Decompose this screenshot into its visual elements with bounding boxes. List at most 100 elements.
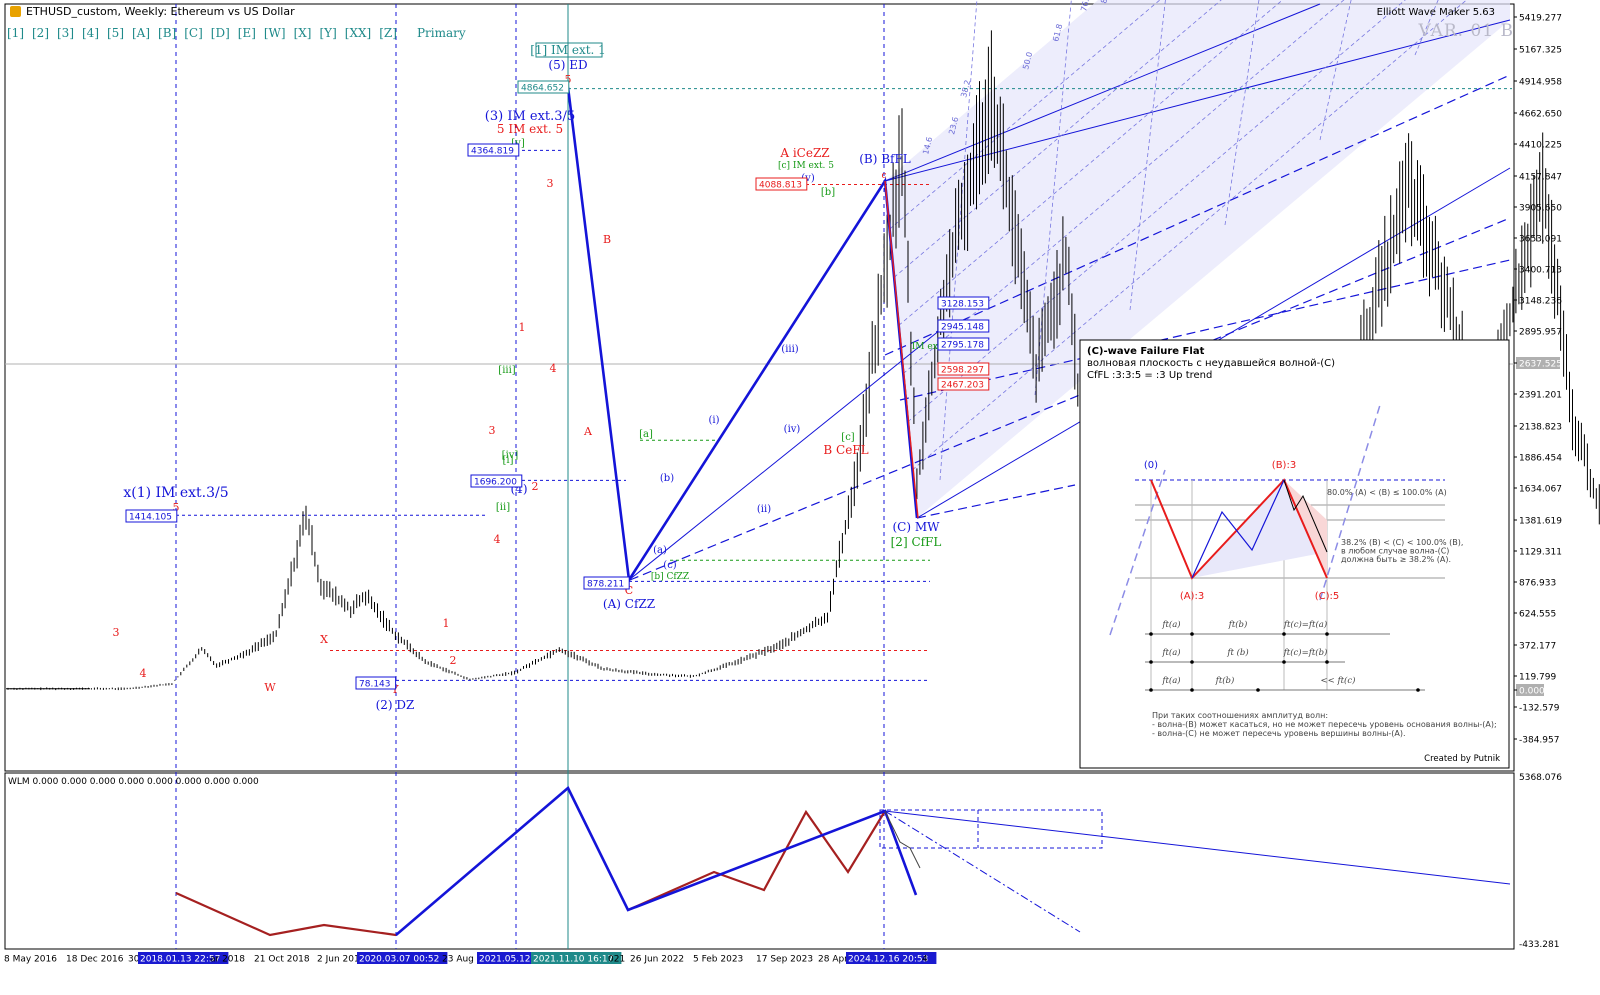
price-box-4 — [583, 576, 630, 590]
osc-signal — [884, 810, 921, 869]
wave-label-12: (C) MW — [893, 520, 941, 534]
y-tick-1: 5167.325 — [1519, 46, 1562, 56]
wave-label-1: (3) IM ext.3/5 — [485, 109, 575, 124]
degree-button-0[interactable]: [1] — [7, 26, 24, 40]
degree-button-8[interactable]: [D] — [210, 26, 230, 40]
x-tick-0: 8 May 2016 — [4, 955, 57, 965]
osc-line-red-2 — [627, 809, 886, 912]
wave-label-8: A iCeZZ — [779, 146, 829, 160]
wave-label-16: 3 — [113, 626, 120, 639]
wave-label-22: 1 — [443, 617, 450, 630]
panel-area-1 — [1192, 480, 1327, 578]
osc-y-tick-1: -433.281 — [1519, 940, 1559, 950]
price-box-text-0: 1414.105 — [129, 513, 172, 523]
y-tick-16: 1381.619 — [1519, 517, 1562, 527]
degree-button-3[interactable]: [4] — [82, 26, 99, 40]
time-row-1-2: ft(c)=ft(b) — [1283, 647, 1328, 658]
wave-label-37: [b] — [821, 187, 835, 198]
price-box-2 — [517, 80, 570, 94]
degree-button-2[interactable]: [3] — [57, 26, 74, 40]
wave-label-42: [iv] — [502, 450, 519, 461]
x-tick-6: 2 Jun 201 — [317, 955, 360, 965]
wave-label-15: [b] CfZZ — [651, 572, 689, 582]
panel-credit: Created by Putnik — [1424, 754, 1500, 764]
channel-line-2 — [884, 19, 1511, 182]
price-box-9 — [937, 337, 990, 351]
osc-box — [879, 809, 1103, 849]
degree-button-4[interactable]: [5] — [107, 26, 124, 40]
osc-projection-1 — [884, 810, 1511, 885]
panel-point-1: (B):3 — [1272, 460, 1296, 471]
degree-button-1[interactable]: [2] — [32, 26, 49, 40]
projection-line-2 — [899, 259, 1511, 401]
y-tick-24: -384.957 — [1519, 736, 1559, 746]
panel-red-zigzag — [1150, 478, 1328, 580]
wave-label-2: 5 IM ext. 5 — [497, 122, 563, 136]
degree-button-15[interactable]: Primary — [416, 26, 466, 40]
panel-trend-left — [1109, 469, 1166, 636]
y-tick-8: 3400.713 — [1519, 266, 1562, 276]
panel-note-2: - волна-(С) не может пересечь уровень ве… — [1152, 729, 1406, 738]
wave-label-11: B CeFL — [823, 443, 868, 457]
wave-label-41: [iii] — [498, 365, 515, 376]
wave-label-29: (ii) — [757, 504, 771, 515]
wave-label-14: IM ext. — [912, 342, 945, 352]
fan-label-0: 14.6 — [921, 136, 934, 155]
channel-line-0 — [884, 3, 1321, 182]
x-tag-10 — [531, 952, 622, 964]
y-tick-5: 4157.847 — [1519, 173, 1562, 183]
wave-label-23: 2 — [450, 654, 457, 667]
y-tick-4: 4410.225 — [1519, 141, 1562, 151]
price-box-text-5: 78.143 — [359, 680, 391, 690]
price-box-1 — [467, 143, 520, 157]
price-box-10 — [937, 362, 990, 376]
x-tick-5: 21 Oct 2018 — [254, 955, 310, 965]
wave-label-24: B — [603, 233, 611, 246]
wave-label-35: (c) — [663, 560, 677, 571]
wave-label-17: 4 — [140, 667, 147, 680]
wave-label-7: (A) CfZZ — [603, 597, 655, 611]
wave-label-33: (a) — [653, 545, 667, 556]
wave-label-5: (2) DZ — [376, 698, 415, 712]
panel-ratio-c-2: должна быть ≥ 38.2% (A). — [1341, 555, 1451, 564]
time-row-0-2: ft(c)=ft(a) — [1283, 619, 1327, 630]
x-tag-16 — [846, 952, 937, 964]
projection-line-0 — [629, 217, 1511, 581]
osc-projection-2 — [884, 810, 1081, 933]
y-tick-7: 3653.091 — [1519, 235, 1562, 245]
price-box-8 — [937, 319, 990, 333]
fan-line-3 — [898, 0, 1284, 326]
degree-button-12[interactable]: [Y] — [319, 26, 337, 40]
wave-number-2: 3 — [547, 177, 554, 190]
wave-trendline — [628, 329, 941, 581]
degree-button-9[interactable]: [E] — [237, 26, 256, 40]
y-tick-14: 1886.454 — [1519, 454, 1562, 464]
chart-title: ETHUSD_custom, Weekly: Ethereum vs US Do… — [10, 5, 295, 18]
x-tick-3: 2018.01.13 22:57 — [140, 955, 220, 965]
wave-label-10: (B) BfFL — [859, 152, 911, 166]
y-tick-9: 3148.236 — [1519, 297, 1562, 307]
price-box-3 — [470, 474, 523, 488]
degree-button-10[interactable]: [W] — [263, 26, 286, 40]
degree-button-5[interactable]: [A] — [132, 26, 151, 40]
degree-button-7[interactable]: [C] — [184, 26, 203, 40]
degree-button-13[interactable]: [XX] — [344, 26, 372, 40]
panel-note-0: При таких соотношениях амплитуд волн: — [1152, 711, 1328, 720]
oscillator-pane[interactable] — [4, 772, 1515, 950]
fan-line-5 — [907, 0, 1406, 423]
fan-line-4 — [903, 0, 1345, 374]
chart-logo-icon — [10, 6, 21, 17]
degree-button-6[interactable]: [B] — [158, 26, 177, 40]
panel-blue-sub — [1191, 479, 1285, 579]
wave-label-40: [ii] — [496, 502, 510, 513]
panel-ratio-c-0: 38.2% (B) < (C) < 100.0% (B), — [1341, 538, 1463, 547]
degree-button-14[interactable]: [Z] — [379, 26, 397, 40]
wave-number-6: 5 — [565, 73, 572, 86]
current-price-label: 2637.525 — [1519, 360, 1562, 370]
degree-button-11[interactable]: [X] — [293, 26, 312, 40]
x-tick-14: 17 Sep 2023 — [756, 955, 813, 965]
info-panel-title: (C)-wave Failure Flat — [1087, 346, 1205, 357]
wave-label-26: C — [625, 584, 633, 597]
price-box-text-8: 2945.148 — [941, 323, 984, 333]
